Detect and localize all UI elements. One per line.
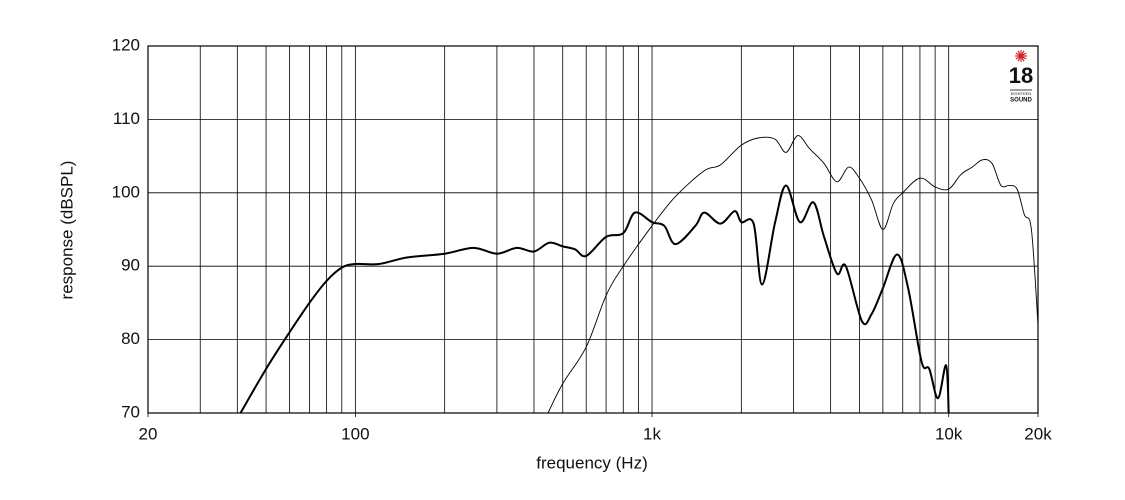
logo-line1: EIGHTEEN — [1011, 91, 1032, 96]
y-tick-label: 80 — [121, 329, 140, 348]
response-line — [547, 135, 1038, 413]
y-tick-label: 110 — [113, 109, 140, 128]
y-tick-label: 120 — [112, 35, 140, 54]
x-tick-label: 100 — [341, 424, 369, 443]
plot-lines — [239, 135, 1038, 413]
x-tick-label: 1k — [643, 424, 661, 443]
y-tick-label: 100 — [112, 182, 140, 201]
x-tick-label: 20 — [139, 424, 158, 443]
logo-star — [1015, 50, 1027, 62]
y-tick-label: 70 — [121, 402, 140, 421]
logo-number: 18 — [1009, 63, 1033, 88]
logo-ray — [1017, 50, 1025, 62]
response-line — [239, 184, 950, 413]
plot-frame — [147, 45, 1039, 414]
y-tick-label: 90 — [121, 256, 140, 275]
logo-line2: SOUND — [1010, 98, 1032, 104]
y-axis-label: response (dBSPL) — [57, 161, 76, 300]
x-tick-label: 20k — [1024, 424, 1052, 443]
x-axis-label: frequency (Hz) — [536, 453, 647, 472]
x-tick-label: 10k — [935, 424, 963, 443]
